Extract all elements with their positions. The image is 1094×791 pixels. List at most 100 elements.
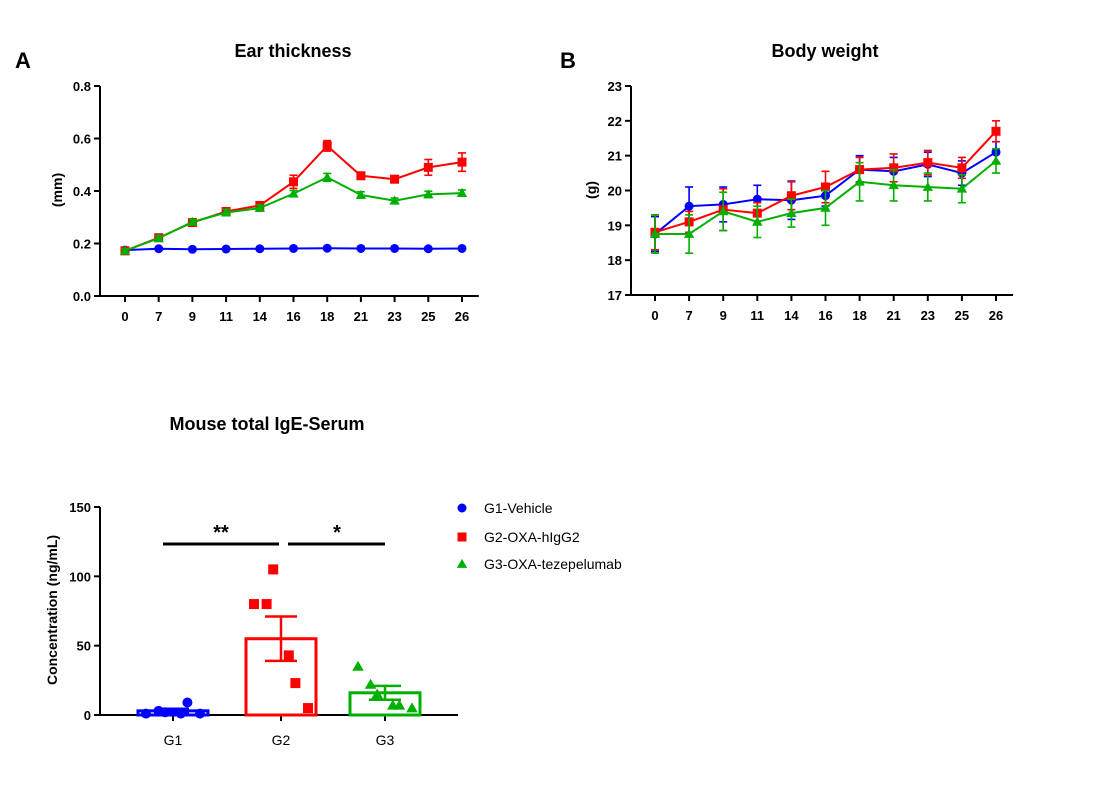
data-point	[956, 183, 968, 193]
data-point	[786, 191, 796, 201]
y-tick-label: 100	[69, 569, 91, 584]
data-point	[154, 244, 164, 254]
data-point	[752, 216, 763, 226]
legend: G1-Vehicle G2-OXA-hIgG2 G3-OXA-tezepelumab	[456, 500, 622, 572]
data-point	[254, 202, 265, 212]
data-point	[160, 707, 171, 718]
x-tick-label: 26	[455, 309, 469, 324]
data-point	[283, 650, 294, 661]
legend-label: G3-OXA-tezepelumab	[484, 556, 622, 572]
x-tick-label: 11	[750, 308, 764, 323]
y-tick-label: 0.4	[73, 184, 92, 199]
data-point	[457, 243, 467, 253]
data-point	[261, 599, 272, 610]
x-tick-label: 0	[121, 309, 128, 324]
data-point	[888, 180, 899, 190]
x-tick-label: 16	[286, 309, 300, 324]
x-tick-label: 14	[784, 308, 799, 323]
y-tick-label: 23	[608, 79, 622, 94]
data-point	[752, 194, 762, 204]
data-point	[923, 158, 933, 168]
data-point	[423, 162, 433, 172]
x-tick-label: G3	[376, 732, 395, 748]
x-tick-label: 23	[387, 309, 401, 324]
x-tick-label: 16	[818, 308, 832, 323]
ear-thickness-chart: 0.0 0.2 0.4 0.6 0.8 0 7 9 11 14 16 18 21 23 25 26	[73, 79, 479, 324]
x-tick-label: 18	[320, 309, 334, 324]
data-point	[221, 244, 231, 254]
y-tick-label: 17	[608, 288, 622, 303]
data-point	[195, 708, 205, 719]
legend-label: G1-Vehicle	[484, 500, 553, 516]
x-tick-label: 18	[852, 308, 866, 323]
data-point	[390, 174, 400, 184]
data-point	[957, 163, 967, 173]
y-tick-label: 18	[608, 253, 622, 268]
x-tick-label: 21	[354, 309, 368, 324]
data-point	[289, 177, 298, 187]
data-point	[364, 678, 377, 689]
y-tick-label: 0.8	[73, 79, 91, 94]
data-point	[854, 176, 865, 186]
y-tick-label: 19	[608, 218, 622, 233]
data-point	[990, 155, 1002, 165]
x-tick-label: 9	[720, 308, 727, 323]
data-point	[322, 172, 333, 182]
ear-thickness-title: Ear thickness	[234, 41, 351, 61]
y-tick-label: 22	[608, 114, 622, 129]
data-point	[406, 702, 418, 713]
data-point	[153, 233, 164, 243]
data-point	[303, 703, 313, 714]
data-point	[423, 244, 433, 254]
data-point	[255, 244, 265, 254]
panel-b-letter: B	[560, 48, 576, 73]
legend-marker	[457, 503, 467, 513]
data-point	[389, 195, 400, 205]
data-point	[322, 141, 332, 151]
x-tick-label: 11	[219, 309, 233, 324]
y-tick-label: 0.6	[73, 132, 91, 147]
data-point	[290, 678, 301, 689]
data-point	[141, 708, 151, 719]
y-tick-label: 0.2	[73, 237, 91, 252]
ige-serum-ylabel: Concentration (ng/mL)	[44, 535, 60, 685]
x-tick-label: 14	[253, 309, 268, 324]
body-weight-title: Body weight	[772, 41, 879, 61]
x-tick-label: 7	[155, 309, 162, 324]
y-tick-label: 50	[77, 639, 91, 654]
data-point	[821, 182, 830, 192]
data-point	[786, 207, 797, 218]
data-point	[187, 244, 197, 254]
data-point	[393, 699, 406, 710]
data-point	[220, 207, 232, 217]
y-tick-label: 150	[69, 500, 91, 515]
data-point	[456, 187, 468, 197]
x-tick-label: 23	[921, 308, 935, 323]
panel-a-letter: A	[15, 48, 31, 73]
x-tick-label: G2	[272, 732, 291, 748]
data-point	[423, 189, 434, 199]
ige-serum-title: Mouse total IgE-Serum	[169, 414, 364, 434]
data-point	[684, 201, 694, 211]
ear-thickness-ylabel: (mm)	[49, 173, 65, 207]
x-tick-label: 0	[651, 308, 658, 323]
x-tick-label: 26	[989, 308, 1003, 323]
data-point	[352, 660, 364, 671]
data-point	[649, 228, 661, 238]
data-point	[683, 228, 695, 238]
x-tick-label: 7	[685, 308, 692, 323]
data-point	[268, 564, 279, 575]
body-weight-chart: 17 18 19 20 21 22 23 0 7 9 11 14 16 18 21 23 25 26	[608, 79, 1014, 323]
y-tick-label: 0.0	[73, 289, 91, 304]
data-point	[175, 708, 186, 719]
data-point	[182, 697, 193, 708]
data-point	[249, 599, 259, 610]
legend-label: G2-OXA-hIgG2	[484, 529, 580, 545]
y-tick-label: 21	[608, 149, 622, 164]
data-point	[922, 181, 933, 191]
data-point	[356, 171, 366, 181]
data-point	[356, 243, 366, 253]
body-weight-ylabel: (g)	[583, 181, 599, 199]
